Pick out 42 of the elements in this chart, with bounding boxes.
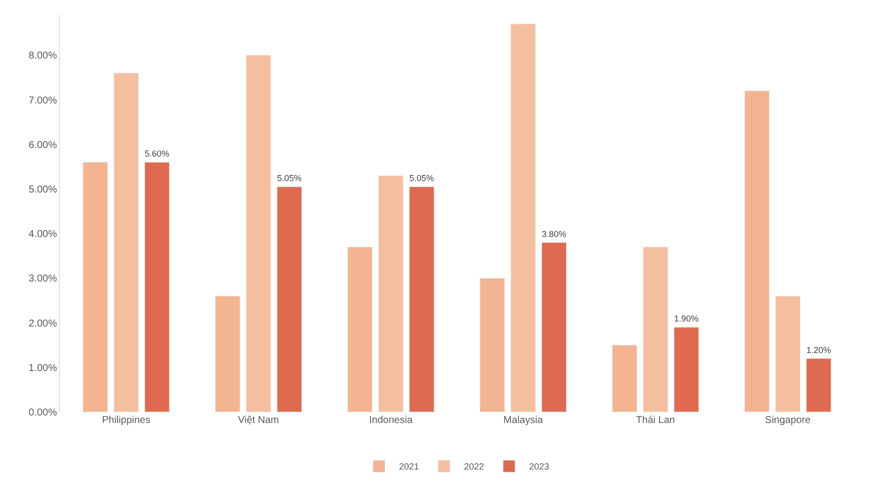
y-tick-label: 3.00% — [28, 274, 58, 285]
x-tick-label: Indonesia — [369, 415, 413, 426]
bar — [82, 162, 108, 412]
legend-label: 2022 — [464, 462, 484, 472]
x-tick-label: Malaysia — [503, 415, 544, 426]
bar — [806, 358, 832, 412]
bar — [541, 242, 567, 412]
bar — [510, 24, 536, 412]
bar — [347, 246, 373, 412]
bar — [612, 344, 638, 412]
y-tick-label: 0.00% — [28, 408, 58, 418]
bar — [642, 246, 668, 412]
x-tick-label: Thái Lan — [636, 415, 675, 426]
y-tick-label: 2.00% — [28, 318, 58, 330]
data-label: 5.05% — [277, 173, 302, 184]
bar — [246, 54, 272, 412]
data-label: 5.60% — [144, 148, 170, 159]
x-tick-label: Việt Nam — [238, 415, 279, 426]
bar — [409, 186, 434, 412]
y-tick-label: 7.00% — [28, 95, 58, 106]
y-tick-label: 6.00% — [28, 140, 58, 151]
data-label: 5.05% — [409, 173, 434, 184]
bar — [378, 175, 404, 412]
bar — [276, 186, 302, 412]
bar — [114, 72, 139, 412]
legend-label: 2021 — [399, 462, 420, 472]
bar — [215, 296, 240, 412]
bar — [775, 296, 800, 412]
data-label: 1.90% — [674, 314, 699, 324]
bar — [674, 327, 699, 412]
x-tick-label: Singapore — [765, 415, 812, 426]
legend-label: 2023 — [529, 462, 550, 472]
y-tick-label: 1.00% — [28, 362, 58, 374]
bar — [744, 90, 770, 412]
y-tick-label: 5.00% — [28, 184, 58, 196]
data-label: 1.20% — [806, 344, 832, 355]
bar — [480, 278, 505, 412]
bar — [144, 162, 170, 412]
y-tick-label: 8.00% — [28, 50, 58, 62]
data-label: 3.80% — [542, 228, 567, 239]
y-tick-label: 4.00% — [28, 229, 58, 240]
x-tick-label: Philippines — [102, 415, 150, 426]
